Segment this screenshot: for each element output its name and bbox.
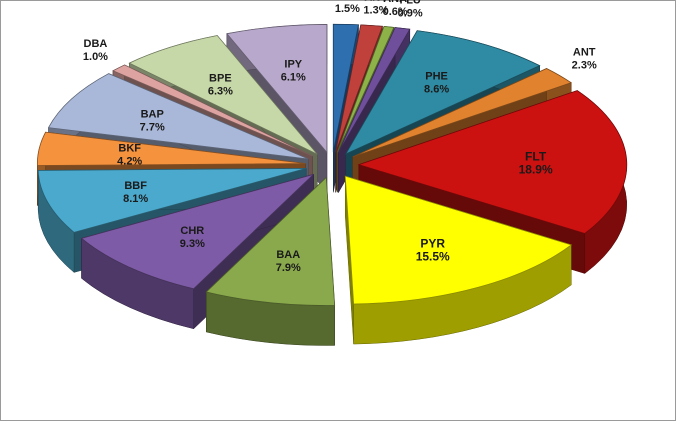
- slice-bap: [47, 73, 309, 160]
- label-category-ipy: IPY: [284, 58, 302, 70]
- label-category-chr: CHR: [180, 225, 204, 237]
- slice-bpe: [128, 35, 318, 155]
- slice-flu: [338, 27, 411, 153]
- label-category-ant: ANT: [573, 47, 596, 59]
- slice-ana: [336, 25, 395, 153]
- label-category-nap: NAP: [336, 0, 359, 2]
- label-category-bkf: BKF: [118, 143, 141, 155]
- label-value-bkf: 4.2%: [117, 156, 142, 168]
- label-value-chr: 9.3%: [180, 238, 205, 250]
- slice-any: [335, 24, 383, 153]
- label-category-bpe: BPE: [209, 73, 232, 85]
- label-category-flu: FLU: [399, 0, 420, 6]
- label-category-phe: PHE: [425, 71, 448, 83]
- label-category-flt: FLT: [525, 150, 547, 164]
- slice-phe: [344, 30, 541, 155]
- label-value-baa: 7.9%: [276, 262, 301, 274]
- label-value-bpe: 6.3%: [208, 86, 233, 98]
- label-category-dba: DBA: [84, 38, 108, 50]
- slice-bkf: [37, 131, 306, 166]
- label-value-nap: 1.5%: [335, 3, 360, 15]
- label-value-ant: 2.3%: [572, 60, 597, 72]
- slice-dba: [112, 64, 313, 157]
- label-category-baa: BAA: [276, 249, 300, 261]
- label-category-bbf: BBF: [124, 180, 147, 192]
- label-value-ana: 0.6%: [383, 6, 408, 18]
- slice-pyr: [344, 175, 573, 305]
- label-value-phe: 8.6%: [424, 84, 449, 96]
- slice-bbf: [37, 168, 307, 233]
- label-category-bap: BAP: [141, 108, 164, 120]
- label-category-any: ANY: [364, 0, 388, 3]
- label-value-flt: 18.9%: [519, 163, 553, 177]
- label-value-dba: 1.0%: [83, 51, 108, 63]
- label-value-ipy: 6.1%: [281, 71, 306, 83]
- label-value-bbf: 8.1%: [123, 193, 148, 205]
- pie-tops: [37, 23, 628, 306]
- slice-chr: [80, 173, 314, 290]
- slice-nap: [332, 23, 359, 153]
- slice-baa: [205, 176, 336, 306]
- label-category-ana: ANA: [383, 0, 407, 5]
- label-value-pyr: 15.5%: [416, 250, 450, 264]
- label-value-any: 1.3%: [363, 4, 388, 16]
- slice-flt: [357, 90, 628, 234]
- slice-ipy: [226, 24, 328, 154]
- label-value-bap: 7.7%: [140, 121, 165, 133]
- label-category-pyr: PYR: [420, 237, 445, 251]
- slice-ant: [352, 68, 573, 158]
- label-value-flu: 0.9%: [398, 7, 423, 19]
